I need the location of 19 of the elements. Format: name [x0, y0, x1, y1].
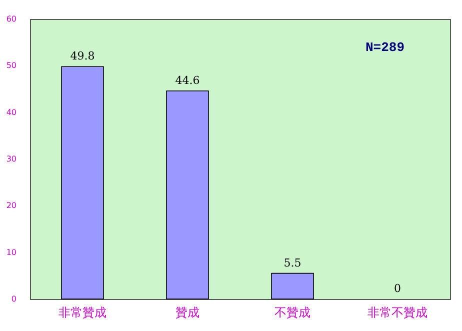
y-tick-label: 40: [6, 108, 16, 117]
y-tick-label: 0: [11, 294, 16, 304]
data-label: 49.8: [70, 50, 95, 63]
annotation: N=289: [365, 40, 405, 55]
data-label: 5.5: [284, 256, 302, 270]
x-tick-label: 非常贊成: [58, 306, 106, 320]
bar: [61, 66, 104, 300]
y-tick-label: 60: [6, 14, 16, 24]
bar: [271, 272, 314, 300]
y-tick-label: 50: [6, 61, 16, 70]
x-tick-label: 贊成: [176, 306, 200, 320]
y-tick-label: 30: [6, 154, 16, 164]
bar: [166, 90, 209, 300]
y-tick-label: 10: [6, 248, 16, 257]
data-label: 0: [394, 282, 401, 295]
x-tick-label: 不贊成: [274, 306, 310, 320]
x-tick-label: 非常不贊成: [368, 306, 428, 320]
y-tick-label: 20: [6, 201, 16, 210]
data-label: 44.6: [175, 74, 200, 87]
